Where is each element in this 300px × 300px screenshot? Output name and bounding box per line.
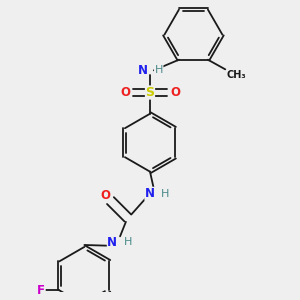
Text: N: N [107, 236, 117, 249]
Text: H: H [161, 189, 169, 199]
Text: S: S [146, 86, 154, 99]
Text: O: O [120, 86, 130, 99]
Text: H: H [124, 237, 132, 247]
Text: F: F [37, 284, 45, 297]
Text: O: O [170, 86, 180, 99]
Text: N: N [138, 64, 148, 77]
Text: H: H [154, 65, 163, 75]
Text: N: N [145, 187, 155, 200]
Text: O: O [100, 189, 111, 202]
Text: CH₃: CH₃ [226, 70, 246, 80]
